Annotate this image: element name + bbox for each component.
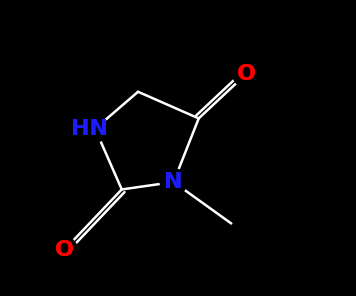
Text: N: N <box>164 172 183 192</box>
Circle shape <box>51 237 77 263</box>
Text: HN: HN <box>71 119 108 139</box>
Text: O: O <box>237 64 256 84</box>
Circle shape <box>160 169 187 195</box>
Text: O: O <box>54 240 74 260</box>
Text: O: O <box>237 64 256 84</box>
Circle shape <box>233 61 260 87</box>
Text: O: O <box>54 240 74 260</box>
Text: HN: HN <box>71 119 108 139</box>
Text: N: N <box>164 172 183 192</box>
Circle shape <box>82 115 109 142</box>
